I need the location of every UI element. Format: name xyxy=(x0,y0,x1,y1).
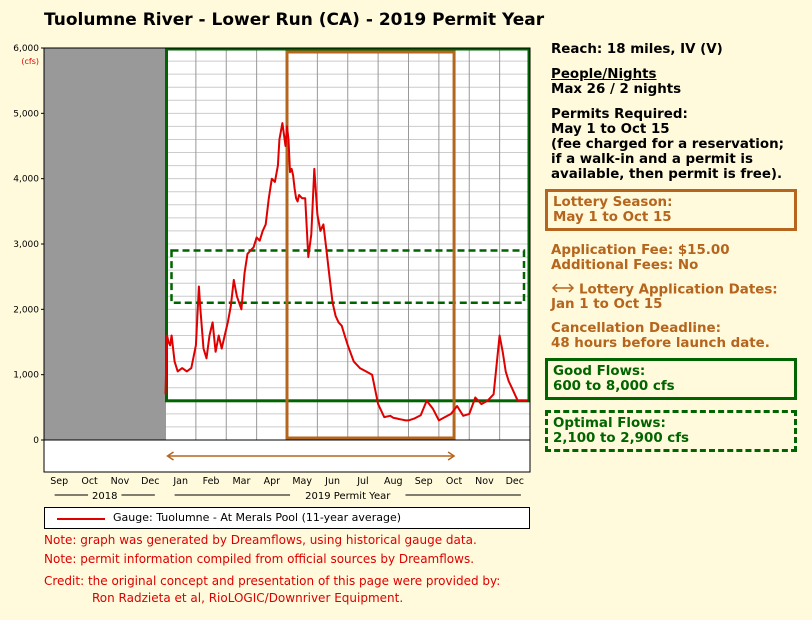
lottery-app-title-text: Lottery Application Dates: xyxy=(579,282,778,298)
application-fee: Application Fee: $15.00 xyxy=(551,243,730,258)
month-label: Nov xyxy=(475,476,494,487)
month-label: Apr xyxy=(264,476,281,487)
people-title: People/Nights xyxy=(551,67,657,82)
year-label-prev: 2018 xyxy=(92,491,117,502)
y-tick-label: 6,000 xyxy=(13,44,39,54)
permit-window xyxy=(285,50,456,440)
permits-note-1: (fee charged for a reservation; xyxy=(551,137,784,152)
people-value: Max 26 / 2 nights xyxy=(551,82,682,97)
y-tick-label: 5,000 xyxy=(13,109,39,119)
y-tick-label: 4,000 xyxy=(13,175,39,185)
lottery-arrow-head-left xyxy=(166,451,174,461)
legend-label: Gauge: Tuolumne - At Merals Pool (11-yea… xyxy=(113,511,402,524)
month-label: Nov xyxy=(111,476,130,487)
month-label: Dec xyxy=(506,476,524,487)
note-graph: Note: graph was generated by Dreamflows,… xyxy=(44,533,477,547)
permits-note-3: available, then permit is free). xyxy=(551,167,783,182)
month-label: Oct xyxy=(81,476,98,487)
optimal-flows-value: 2,100 to 2,900 cfs xyxy=(553,431,690,446)
good-flows-box: Good Flows: 600 to 8,000 cfs xyxy=(545,358,797,400)
month-label: Aug xyxy=(384,476,403,487)
past-period-shade xyxy=(44,48,166,440)
year-label-current: 2019 Permit Year xyxy=(305,491,391,502)
y-tick-label: 0 xyxy=(33,436,39,446)
y-tick-label: 2,000 xyxy=(13,305,39,315)
plot-border xyxy=(43,47,531,473)
month-label: May xyxy=(292,476,312,487)
lottery-app-dates: Jan 1 to Oct 15 xyxy=(551,297,663,312)
page-title: Tuolumne River - Lower Run (CA) - 2019 P… xyxy=(44,10,545,30)
lottery-app-title: Lottery Application Dates: xyxy=(551,282,778,298)
double-arrow-icon xyxy=(551,282,575,297)
month-label: Jul xyxy=(356,476,368,487)
month-label: Jan xyxy=(172,476,188,487)
month-label: Dec xyxy=(141,476,159,487)
note-permit: Note: permit information compiled from o… xyxy=(44,552,475,566)
lottery-season-dates: May 1 to Oct 15 xyxy=(553,210,672,225)
optimal-flows-box: Optimal Flows: 2,100 to 2,900 cfs xyxy=(545,410,797,452)
cancel-value: 48 hours before launch date. xyxy=(551,336,770,351)
good-flows-value: 600 to 8,000 cfs xyxy=(553,379,675,394)
lottery-season-title: Lottery Season: xyxy=(553,195,673,210)
month-label: Mar xyxy=(232,476,250,487)
permits-title: Permits Required: xyxy=(551,107,688,122)
lottery-season-box: Lottery Season: May 1 to Oct 15 xyxy=(545,189,797,231)
additional-fees: Additional Fees: No xyxy=(551,258,699,273)
reach-info: Reach: 18 miles, IV (V) xyxy=(551,42,723,57)
month-label: Oct xyxy=(446,476,463,487)
y-unit-label: (cfs) xyxy=(21,57,39,66)
y-tick-label: 1,000 xyxy=(13,371,39,381)
lottery-arrow-head-right xyxy=(447,451,456,461)
flow-series-line xyxy=(164,122,527,422)
permits-dates: May 1 to Oct 15 xyxy=(551,122,670,137)
credit-names: Ron Radzieta et al, RioLOGIC/Downriver E… xyxy=(92,591,404,605)
good-flows-title: Good Flows: xyxy=(553,364,646,379)
good-flow-region xyxy=(165,47,531,403)
credit-line: Credit: the original concept and present… xyxy=(44,574,501,588)
month-label: Sep xyxy=(50,476,68,487)
month-label: Feb xyxy=(203,476,220,487)
month-label: Jun xyxy=(324,476,340,487)
optimal-flows-title: Optimal Flows: xyxy=(553,416,666,431)
legend-line-swatch xyxy=(57,518,105,520)
month-label: Sep xyxy=(415,476,433,487)
chart-legend: Gauge: Tuolumne - At Merals Pool (11-yea… xyxy=(44,507,530,529)
permits-note-2: if a walk-in and a permit is xyxy=(551,152,753,167)
y-tick-label: 3,000 xyxy=(13,240,39,250)
optimal-flow-region xyxy=(170,249,526,305)
cancel-title: Cancellation Deadline: xyxy=(551,321,721,336)
